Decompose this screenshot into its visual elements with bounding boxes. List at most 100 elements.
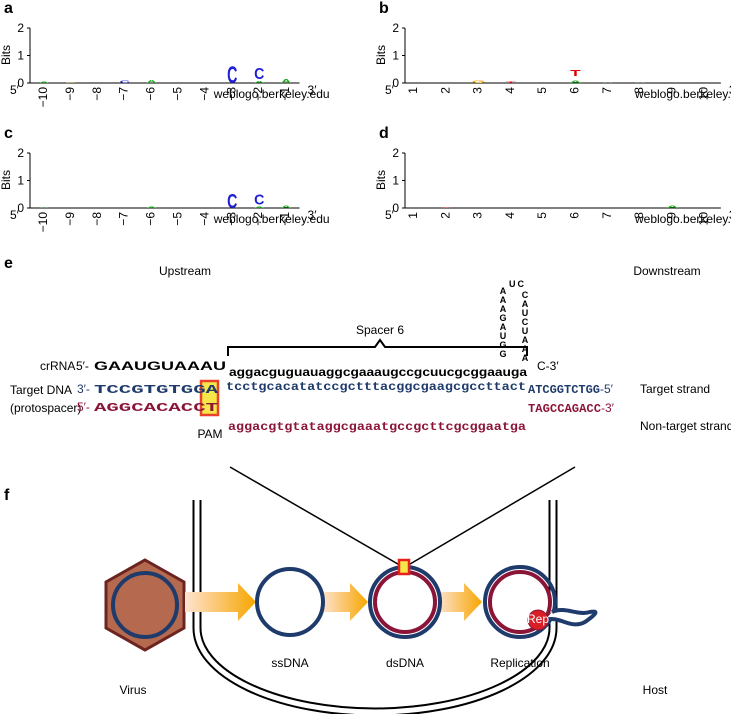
x-tick-label: 7 [600,212,614,219]
x-tick-label: 10 [697,212,711,226]
x-tick-label: −1 [278,87,292,101]
logo-letter: C [120,80,131,84]
y-tick-label: 2 [17,146,24,160]
nontarget-suffix: -3′ [601,401,615,415]
x-tick-label: −7 [117,212,131,226]
upstream-label: Upstream [159,264,211,278]
x-tick-label: −3 [224,212,238,226]
x-tick-label: −10 [36,87,50,108]
logo-letter: G [65,82,76,83]
panel-label: e [4,255,13,272]
panel-label: a [4,0,13,17]
y-axis-label: Bits [0,170,13,190]
panel-label: f [4,487,10,504]
zoom-line [229,466,404,568]
x-tick-label: −2 [251,212,265,226]
downstream-label: Downstream [633,264,700,278]
end-label: 3′ [308,83,318,97]
logo-letter: T [570,69,581,78]
x-tick-label: 9 [664,87,678,94]
pam-label: PAM [197,427,222,441]
panel-label: d [379,125,389,142]
y-tick-label: 0 [392,76,399,90]
x-tick-label: 3 [471,212,485,219]
target-box [397,558,411,576]
target-downstream: ATCGGTCTGG [528,383,600,397]
x-tick-label: 7 [600,87,614,94]
x-tick-label: −8 [90,87,104,101]
x-tick-label: 10 [697,87,711,101]
x-tick-label: 6 [568,87,582,94]
spacer-label: Spacer 6 [356,323,404,337]
logo-letter: A [602,82,615,83]
virus-capsid [104,558,186,652]
y-tick-label: 1 [17,49,24,63]
x-tick-label: −8 [90,212,104,226]
x-tick-label: 2 [438,212,452,219]
logo-letter: A [254,81,265,83]
x-tick-label: −10 [36,212,50,233]
end-label: 5′ [385,208,395,222]
x-tick-label: −2 [251,87,265,101]
source-label: weblogo.berkeley.edu [634,87,731,101]
x-tick-label: 1 [406,87,420,94]
y-tick-label: 1 [17,174,24,188]
crrna-label: crRNA [40,359,75,373]
host-label: Host [643,683,668,697]
nontarget-downstream: TAGCCAGACC [528,402,601,416]
x-tick-label: 3 [471,87,485,94]
rep-protein [527,609,549,631]
nontarget-strand-label: Non-target strand [640,419,731,433]
logo-letter: G [472,80,485,84]
end-label: 3′ [308,208,318,222]
logo-letter: A [569,80,581,84]
crrna-spacer: aggacguguauaggcgaaaugccgcuucgcggaauga [229,365,527,379]
x-tick-label: −6 [144,87,158,101]
x-tick-label: −7 [117,87,131,101]
hairpin-right: CAUCUAAA [520,290,530,362]
end-label: 3′ [729,83,731,97]
x-tick-label: −1 [278,212,292,226]
y-tick-label: 2 [392,146,399,160]
y-tick-label: 0 [17,201,24,215]
pam-box [199,379,220,417]
x-tick-label: −4 [197,87,211,101]
logo-letter: A [281,205,292,209]
ssdna-tail [544,608,598,627]
y-tick-label: 2 [17,21,24,35]
replication-circle [483,565,557,639]
x-tick-label: 8 [632,212,646,219]
host-membrane-inner [194,627,556,714]
virus-label: Virus [119,683,146,697]
x-tick-label: −4 [197,212,211,226]
x-tick-label: 5 [535,87,549,94]
source-label: weblogo.berkeley.edu [634,212,731,226]
arrow [322,583,368,621]
logo-letter: C [227,190,238,213]
end-label: 3′ [729,208,731,222]
y-tick-label: 0 [17,76,24,90]
spacer-bracket [227,338,528,356]
ssdna-label: ssDNA [271,656,308,670]
target-strand-label: Target strand [640,382,710,396]
x-tick-label: −9 [63,87,77,101]
y-tick-label: 2 [392,21,399,35]
logo-letter: T [506,82,517,84]
x-tick-label: 9 [664,212,678,219]
hairpin-top: UC [509,279,526,289]
target-prefix: 3′- [77,382,90,396]
target-suffix: -5′ [600,382,614,396]
x-tick-label: −3 [224,87,238,101]
y-axis-label: Bits [0,45,13,65]
logo-letter: A [281,78,292,84]
x-tick-label: −5 [171,87,185,101]
logo-letter: T [441,208,452,209]
logo-letter: C [254,193,264,209]
logo-letter: A [39,207,49,208]
x-tick-label: −6 [144,212,158,226]
crrna-repeat: GAAUGUAAAU [94,359,226,373]
arrow [185,583,256,621]
